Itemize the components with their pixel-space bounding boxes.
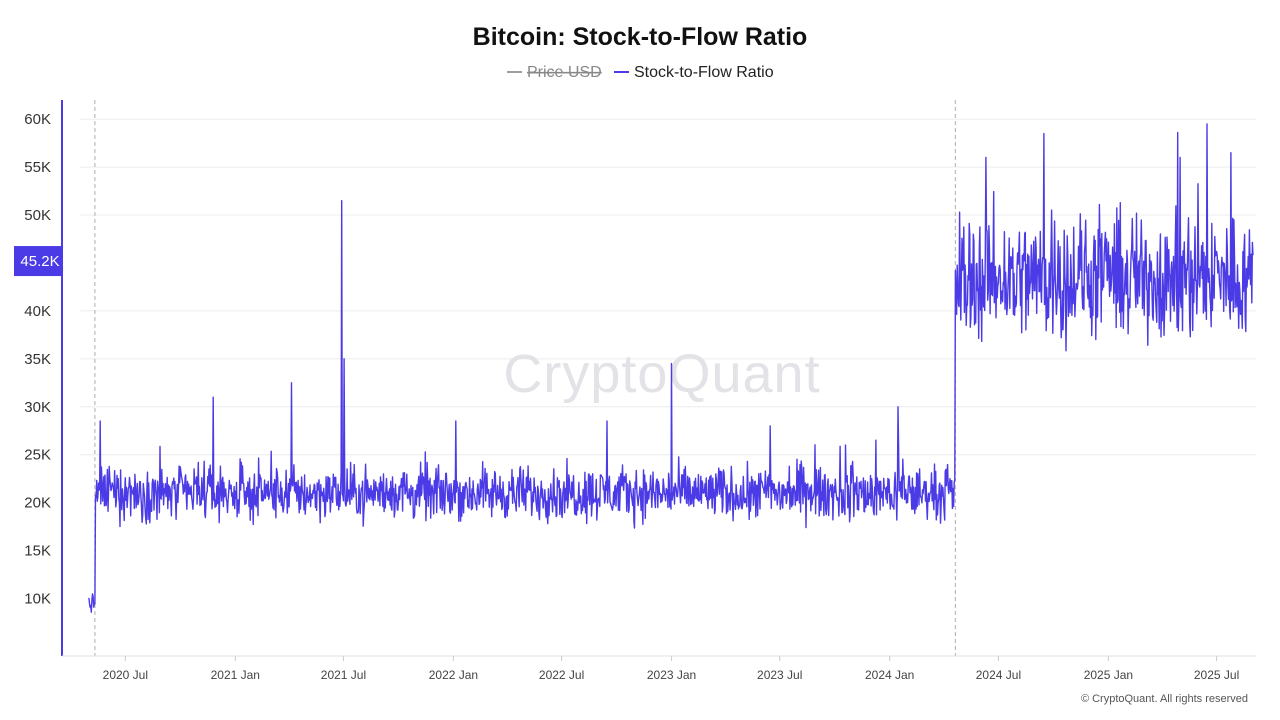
gridlines xyxy=(80,118,1256,456)
x-tick-label: 2023 Jan xyxy=(647,668,696,682)
current-value-label: 45.2K xyxy=(20,253,59,270)
copyright-notice: © CryptoQuant. All rights reserved xyxy=(1081,693,1248,705)
y-tick-label: 60K xyxy=(24,111,51,128)
y-tick-label: 30K xyxy=(24,399,51,416)
legend: Price USD Stock-to-Flow Ratio xyxy=(507,64,774,81)
legend-label-price-usd: Price USD xyxy=(527,64,602,81)
current-value-badge: 45.2K xyxy=(14,246,62,277)
x-tick-label: 2025 Jan xyxy=(1084,668,1133,682)
x-tick-label: 2024 Jan xyxy=(865,668,914,682)
legend-item-stock-to-flow[interactable]: Stock-to-Flow Ratio xyxy=(614,64,774,81)
y-tick-label: 10K xyxy=(24,590,51,607)
y-tick-label: 40K xyxy=(24,303,51,320)
x-tick-label: 2021 Jan xyxy=(211,668,260,682)
x-tick-label: 2021 Jul xyxy=(321,668,366,682)
y-axis-ticks: 60K 55K 50K 40K 35K 30K 25K 20K 15K 10K xyxy=(24,111,51,607)
chart-title: Bitcoin: Stock-to-Flow Ratio xyxy=(473,23,808,51)
y-tick-label: 35K xyxy=(24,351,51,368)
current-value-badge-bg xyxy=(14,246,62,277)
watermark: CryptoQuant xyxy=(503,344,820,404)
stock-to-flow-line xyxy=(88,123,1254,613)
y-tick-label: 20K xyxy=(24,495,51,512)
legend-item-price-usd[interactable]: Price USD xyxy=(507,64,602,81)
y-tick-label: 50K xyxy=(24,207,51,224)
x-tick-label: 2023 Jul xyxy=(757,668,802,682)
y-tick-label: 25K xyxy=(24,447,51,464)
x-tick-label: 2020 Jul xyxy=(103,668,148,682)
x-axis-ticks: 2020 Jul 2021 Jan 2021 Jul 2022 Jan 2022 Jul… xyxy=(103,656,1239,682)
x-tick-label: 2025 Jul xyxy=(1194,668,1239,682)
x-tick-label: 2024 Jul xyxy=(976,668,1021,682)
legend-label-stock-to-flow: Stock-to-Flow Ratio xyxy=(634,64,774,81)
x-tick-label: 2022 Jul xyxy=(539,668,584,682)
y-tick-label: 15K xyxy=(24,543,51,560)
x-tick-label: 2022 Jan xyxy=(429,668,478,682)
y-tick-label: 55K xyxy=(24,159,51,176)
